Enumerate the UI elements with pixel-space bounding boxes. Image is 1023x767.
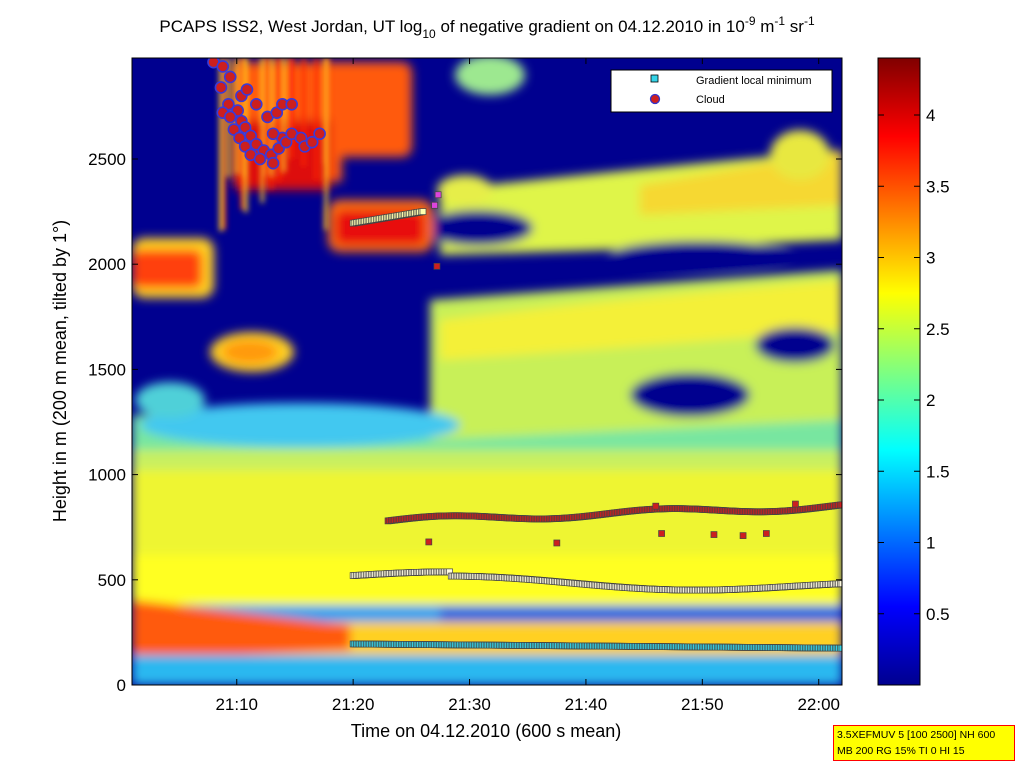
- layer-marker: [838, 644, 842, 652]
- x-axis-label: Time on 04.12.2010 (600 s mean): [351, 721, 622, 741]
- cloud-streak: [323, 58, 327, 164]
- cloud-marker: [223, 70, 237, 84]
- cloud-marker: [266, 156, 280, 170]
- y-tick-label: 1500: [88, 360, 126, 379]
- info-line-1: 3.5XEFMUV 5 [100 2500] NH 600: [837, 729, 996, 741]
- y-tick-label: 0: [117, 676, 126, 695]
- colorbar-tick-label: 4: [926, 106, 935, 125]
- cloud-marker: [214, 81, 228, 94]
- layer-marker: [838, 580, 842, 588]
- cloud-marker: [270, 106, 284, 120]
- cloud-marker: [279, 135, 293, 149]
- outlier-marker: [792, 500, 799, 508]
- cloud-streak: [219, 58, 223, 232]
- x-tick-label: 22:00: [797, 695, 840, 714]
- cloud-marker: [313, 127, 326, 141]
- cloud-marker: [222, 97, 235, 111]
- x-tick-label: 21:20: [332, 695, 375, 714]
- cloud-streak: [314, 58, 318, 180]
- colorbar-tick-label: 2: [926, 391, 935, 410]
- colorbar-ticks: 0.5 1 1.5 2 2.5 3 3.5 4: [878, 106, 950, 624]
- cloud-marker: [305, 135, 319, 149]
- cloud-marker: [285, 97, 298, 111]
- outlier-marker: [739, 532, 747, 539]
- cloud-streak: [326, 58, 330, 178]
- cloud-streak: [302, 58, 306, 167]
- y-tick-label: 2500: [88, 150, 126, 169]
- x-tick-label: 21:50: [681, 695, 724, 714]
- y-axis-label: Height in m (200 m mean, tilted by 1°): [50, 220, 70, 522]
- legend-label-cloud: Cloud: [696, 94, 725, 106]
- outlier-marker: [652, 502, 660, 510]
- colorbar-tick-label: 0.5: [926, 605, 950, 624]
- colorbar-tick-label: 1: [926, 534, 935, 553]
- outlier-marker: [434, 191, 442, 199]
- cloud-marker: [244, 129, 258, 143]
- cloud-marker: [266, 127, 280, 141]
- y-tick-label: 500: [98, 571, 126, 590]
- legend-label-gradient: Gradient local minimum: [696, 75, 812, 87]
- info-line-2: MB 200 RG 15% TI 0 HI 15: [837, 745, 965, 757]
- y-axis: 0 500 1000 1500 2000 2500: [88, 150, 842, 695]
- colorbar-tick-label: 1.5: [926, 462, 950, 481]
- layer-marker: [838, 501, 842, 509]
- colorbar-tick-label: 2.5: [926, 320, 950, 339]
- cloud-streak: [277, 58, 281, 182]
- x-axis: 21:10 21:20 21:30 21:40 21:50 22:00: [215, 58, 840, 714]
- plot-frame: [131, 57, 843, 686]
- outlier-marker: [433, 262, 441, 270]
- chart-title: PCAPS ISS2, West Jordan, UT log10 of neg…: [159, 14, 815, 41]
- cloud-marker: [240, 83, 254, 96]
- legend: Gradient local minimum Cloud: [610, 69, 833, 113]
- x-tick-label: 21:10: [215, 695, 258, 714]
- outlier-marker: [553, 539, 561, 547]
- x-tick-label: 21:40: [565, 695, 608, 714]
- outlier-marker: [762, 530, 770, 537]
- cloud-marker: [250, 97, 263, 111]
- cloud-marker: [238, 121, 252, 134]
- layer-markers: [207, 58, 842, 652]
- outlier-marker: [658, 530, 665, 537]
- layer-marker: [419, 208, 427, 215]
- legend-circle-marker: [649, 93, 661, 105]
- cloud-streak: [260, 58, 264, 203]
- cloud-streak: [282, 58, 286, 173]
- cloud-marker: [216, 60, 230, 73]
- legend-square-marker: [650, 74, 659, 83]
- outlier-marker: [431, 201, 438, 209]
- colorbar-tick-label: 3: [926, 249, 935, 268]
- colorbar-tick-label: 3.5: [926, 177, 950, 196]
- info-box: 3.5XEFMUV 5 [100 2500] NH 600 MB 200 RG …: [833, 725, 1015, 761]
- outlier-marker: [425, 538, 433, 546]
- y-tick-label: 2000: [88, 255, 126, 274]
- outlier-marker: [710, 531, 718, 538]
- x-tick-label: 21:30: [448, 695, 491, 714]
- colorbar: 0.5 1 1.5 2 2.5 3 3.5 4: [877, 57, 950, 686]
- y-tick-label: 1000: [88, 466, 126, 485]
- heatmap-field: [132, 58, 842, 685]
- cloud-streak: [324, 58, 328, 230]
- legend-box: [610, 69, 833, 113]
- cloud-marker: [253, 152, 267, 166]
- colorbar-gradient: [877, 57, 921, 686]
- heatmap-area: [132, 58, 842, 685]
- cloud-streak: [222, 58, 226, 230]
- cloud-marker: [223, 110, 237, 124]
